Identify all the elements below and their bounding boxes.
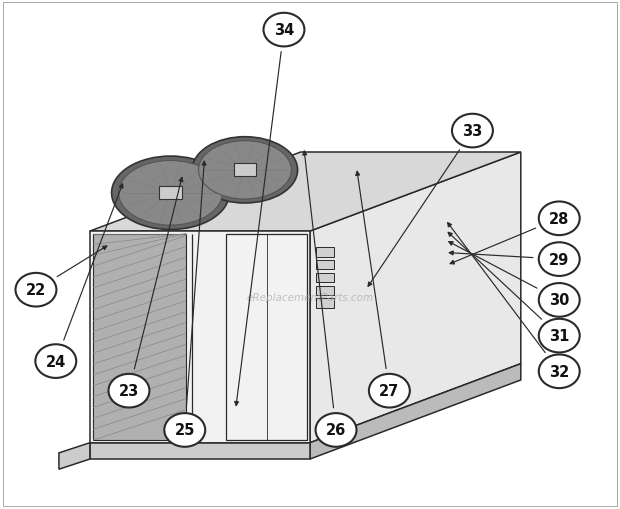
Text: 23: 23 <box>119 383 139 399</box>
Circle shape <box>539 202 580 236</box>
Circle shape <box>108 374 149 408</box>
Bar <box>93 234 186 440</box>
Text: 24: 24 <box>46 354 66 369</box>
Text: 30: 30 <box>549 293 569 308</box>
Polygon shape <box>90 232 310 443</box>
Circle shape <box>539 243 580 276</box>
Circle shape <box>539 355 580 388</box>
Ellipse shape <box>118 161 223 225</box>
Bar <box>316 261 334 270</box>
Text: 28: 28 <box>549 211 569 227</box>
Text: 25: 25 <box>175 422 195 438</box>
FancyBboxPatch shape <box>159 187 182 200</box>
Bar <box>316 248 334 257</box>
Circle shape <box>316 413 356 447</box>
Text: 29: 29 <box>549 252 569 267</box>
Text: 22: 22 <box>26 282 46 298</box>
Bar <box>316 273 334 282</box>
Polygon shape <box>90 443 310 459</box>
Circle shape <box>164 413 205 447</box>
Circle shape <box>369 374 410 408</box>
FancyBboxPatch shape <box>234 164 256 177</box>
Polygon shape <box>310 153 521 443</box>
Circle shape <box>16 273 56 307</box>
Text: 34: 34 <box>274 23 294 38</box>
Text: 33: 33 <box>463 124 482 139</box>
Text: eReplacementParts.com: eReplacementParts.com <box>246 293 374 303</box>
Polygon shape <box>310 364 521 459</box>
Bar <box>316 299 334 308</box>
Ellipse shape <box>198 142 291 200</box>
Ellipse shape <box>192 137 298 204</box>
Circle shape <box>264 14 304 47</box>
Text: 27: 27 <box>379 383 399 399</box>
Circle shape <box>452 115 493 148</box>
Polygon shape <box>90 153 521 232</box>
Polygon shape <box>59 443 90 469</box>
Circle shape <box>539 319 580 353</box>
Circle shape <box>35 345 76 378</box>
Text: 32: 32 <box>549 364 569 379</box>
Ellipse shape <box>112 157 229 230</box>
Text: 26: 26 <box>326 422 346 438</box>
Bar <box>226 234 307 440</box>
Bar <box>316 286 334 295</box>
Text: 31: 31 <box>549 328 569 344</box>
Circle shape <box>539 284 580 317</box>
